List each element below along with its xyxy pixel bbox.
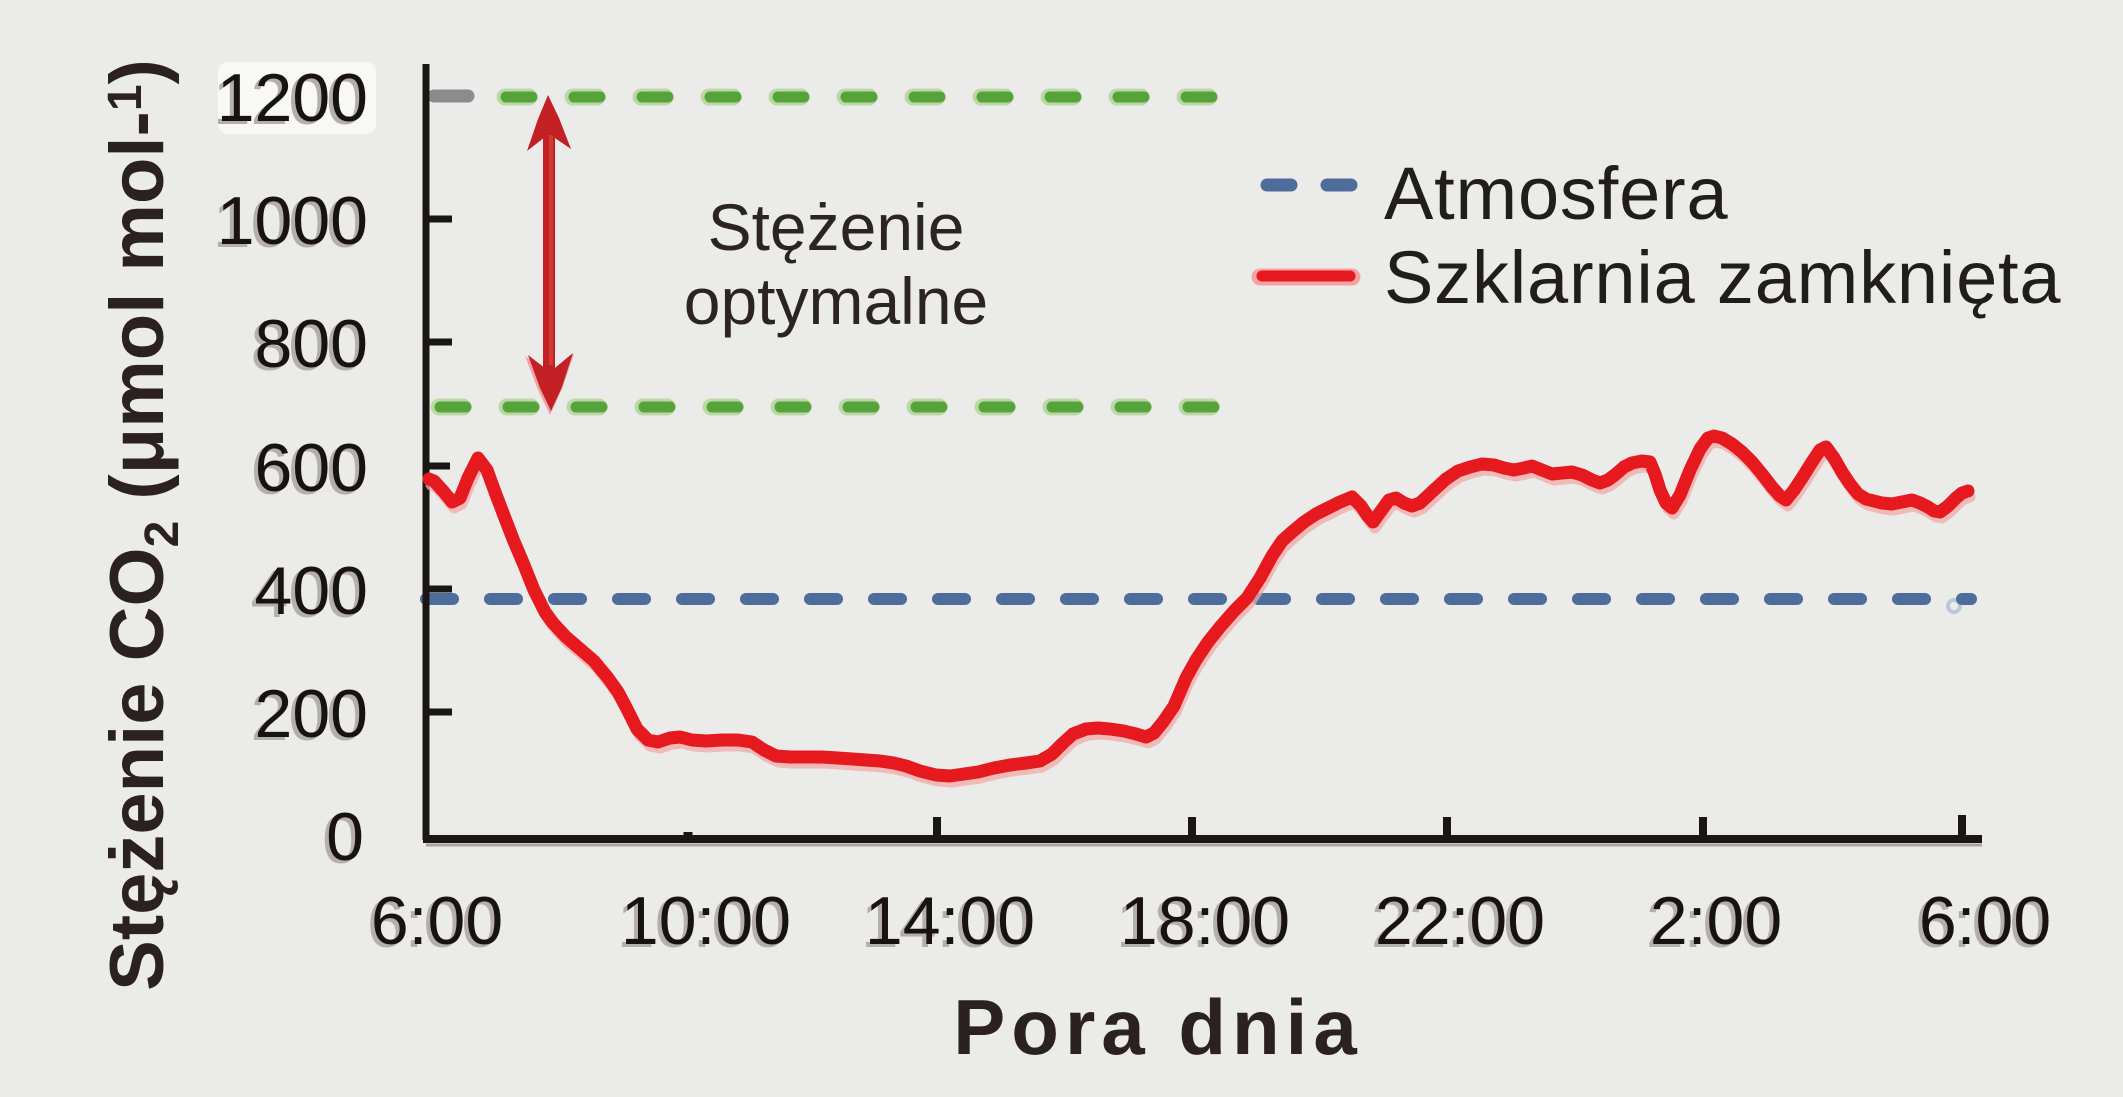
svg-text:6:00: 6:00 xyxy=(1919,883,2051,959)
svg-text:14:00: 14:00 xyxy=(861,886,1031,962)
svg-text:200: 200 xyxy=(251,679,364,755)
svg-text:2:00: 2:00 xyxy=(1646,886,1778,962)
svg-text:18:00: 18:00 xyxy=(1116,886,1286,962)
svg-text:1200: 1200 xyxy=(213,63,364,139)
svg-text:14:00: 14:00 xyxy=(865,883,1035,959)
svg-text:6:00: 6:00 xyxy=(371,883,503,959)
svg-text:600: 600 xyxy=(251,433,364,509)
svg-text:1200: 1200 xyxy=(217,60,368,136)
svg-text:2:00: 2:00 xyxy=(1650,883,1782,959)
svg-text:22:00: 22:00 xyxy=(1371,886,1541,962)
svg-text:18:00: 18:00 xyxy=(1120,883,1290,959)
svg-text:optymalne: optymalne xyxy=(684,264,989,338)
svg-text:Pora dnia: Pora dnia xyxy=(953,983,1362,1071)
svg-text:800: 800 xyxy=(255,306,368,382)
svg-text:600: 600 xyxy=(255,430,368,506)
svg-text:0: 0 xyxy=(326,799,364,875)
svg-text:6:00: 6:00 xyxy=(367,886,499,962)
svg-text:1000: 1000 xyxy=(217,183,368,259)
svg-text:22:00: 22:00 xyxy=(1375,883,1545,959)
svg-text:6:00: 6:00 xyxy=(1915,886,2047,962)
svg-text:800: 800 xyxy=(251,309,364,385)
svg-text:10:00: 10:00 xyxy=(621,883,791,959)
svg-text:400: 400 xyxy=(255,553,368,629)
svg-text:400: 400 xyxy=(251,556,364,632)
svg-text:Szklarnia zamknięta: Szklarnia zamknięta xyxy=(1384,236,2061,319)
svg-text:200: 200 xyxy=(255,676,368,752)
svg-text:Stężenie: Stężenie xyxy=(708,190,965,264)
svg-text:Atmosfera: Atmosfera xyxy=(1384,152,1728,235)
svg-text:0: 0 xyxy=(322,802,360,878)
svg-text:1000: 1000 xyxy=(213,186,364,262)
svg-text:10:00: 10:00 xyxy=(617,886,787,962)
